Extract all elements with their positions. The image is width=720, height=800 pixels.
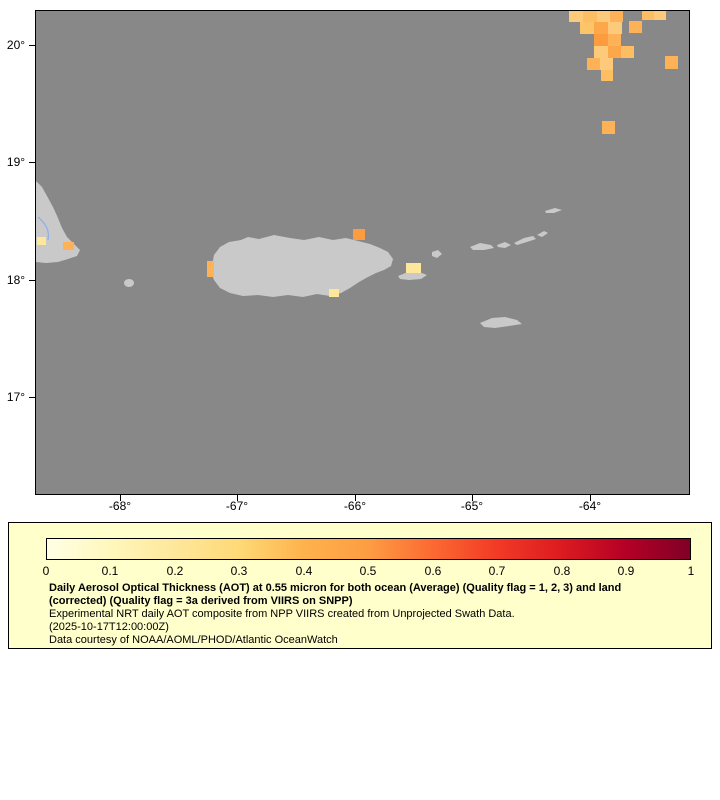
x-axis-tick-label: -66° [343, 499, 367, 513]
aot-data-pixel [583, 11, 597, 22]
colorbar-tick-label: 0.9 [617, 564, 635, 578]
colorbar-tick-label: 0.3 [230, 564, 248, 578]
aot-data-pixel [608, 22, 622, 34]
aot-data-pixel [601, 70, 613, 81]
x-axis-tick [120, 495, 121, 501]
y-axis-tick-label: 17° [6, 390, 26, 404]
legend-panel: 0 0.1 0.2 0.3 0.4 0.5 0.6 0.7 0.8 0.9 1 … [8, 522, 712, 649]
y-axis-tick [29, 45, 35, 46]
aot-data-pixel [602, 121, 615, 134]
y-axis-tick [29, 162, 35, 163]
aot-data-pixel [621, 46, 634, 58]
aot-data-pixel [597, 11, 610, 22]
aot-data-pixel [353, 229, 365, 240]
legend-credit: Data courtesy of NOAA/AOML/PHOD/Atlantic… [49, 634, 338, 646]
aot-data-pixel [37, 237, 46, 245]
aot-data-pixel [594, 46, 608, 58]
aot-data-pixel [207, 261, 214, 277]
x-axis-tick-label: -68° [108, 499, 132, 513]
aot-data-pixel [665, 56, 678, 69]
land-tortola [514, 236, 536, 245]
y-axis-tick [29, 397, 35, 398]
colorbar-tick-label: 0.4 [295, 564, 313, 578]
aot-data-pixel [569, 11, 583, 22]
land-vieques [398, 272, 427, 280]
aot-data-pixel [608, 34, 621, 46]
land-virgin-gorda [537, 231, 548, 237]
land-st-thomas [470, 243, 494, 250]
colorbar-tick-label: 1 [687, 564, 695, 578]
colorbar-tick-label: 0.5 [359, 564, 377, 578]
x-axis-tick-label: -67° [225, 499, 249, 513]
aot-data-pixel [600, 58, 613, 70]
land-anegada [545, 208, 562, 213]
y-axis-tick-label: 19° [6, 155, 26, 169]
aot-data-pixel [406, 263, 421, 273]
aot-data-pixel [594, 34, 608, 46]
x-axis-tick-label: -64° [578, 499, 602, 513]
legend-title: Daily Aerosol Optical Thickness (AOT) at… [49, 582, 622, 607]
aot-data-layer [37, 11, 678, 297]
legend-text-block: Daily Aerosol Optical Thickness (AOT) at… [49, 582, 697, 647]
land-st-croix [480, 317, 522, 328]
aot-data-pixel [608, 46, 621, 58]
aot-data-pixel [63, 242, 74, 250]
colorbar-tick-label: 0.6 [424, 564, 442, 578]
y-axis-tick-label: 20° [6, 38, 26, 52]
map-svg [36, 11, 678, 328]
aot-data-pixel [587, 58, 600, 70]
x-axis-tick-label: -65° [460, 499, 484, 513]
x-axis-tick [237, 495, 238, 501]
map-canvas [35, 10, 690, 495]
y-axis-tick [29, 280, 35, 281]
colorbar-tick-label: 0 [42, 564, 50, 578]
river-line [37, 216, 50, 241]
x-axis-tick [355, 495, 356, 501]
legend-timestamp: (2025-10-17T12:00:00Z) [49, 621, 169, 633]
y-axis-tick-label: 18° [6, 273, 26, 287]
aot-data-pixel [580, 22, 594, 34]
legend-description: Experimental NRT daily AOT composite fro… [49, 608, 515, 620]
land-mona-island [124, 279, 134, 287]
aot-data-pixel [629, 21, 642, 33]
aot-data-pixel [610, 11, 623, 22]
x-axis-tick [590, 495, 591, 501]
colorbar-tick-label: 0.2 [166, 564, 184, 578]
colorbar-tick-label: 0.1 [101, 564, 119, 578]
x-axis-tick [472, 495, 473, 501]
land-st-john [497, 242, 511, 248]
aot-data-pixel [594, 22, 608, 34]
colorbar [46, 538, 691, 560]
colorbar-tick-label: 0.8 [553, 564, 571, 578]
colorbar-tick-label: 0.7 [488, 564, 506, 578]
aot-data-pixel [642, 11, 654, 20]
aot-data-pixel [329, 289, 339, 297]
land-culebra [432, 250, 442, 258]
land-puerto-rico [211, 235, 393, 297]
aot-data-pixel [654, 11, 666, 20]
